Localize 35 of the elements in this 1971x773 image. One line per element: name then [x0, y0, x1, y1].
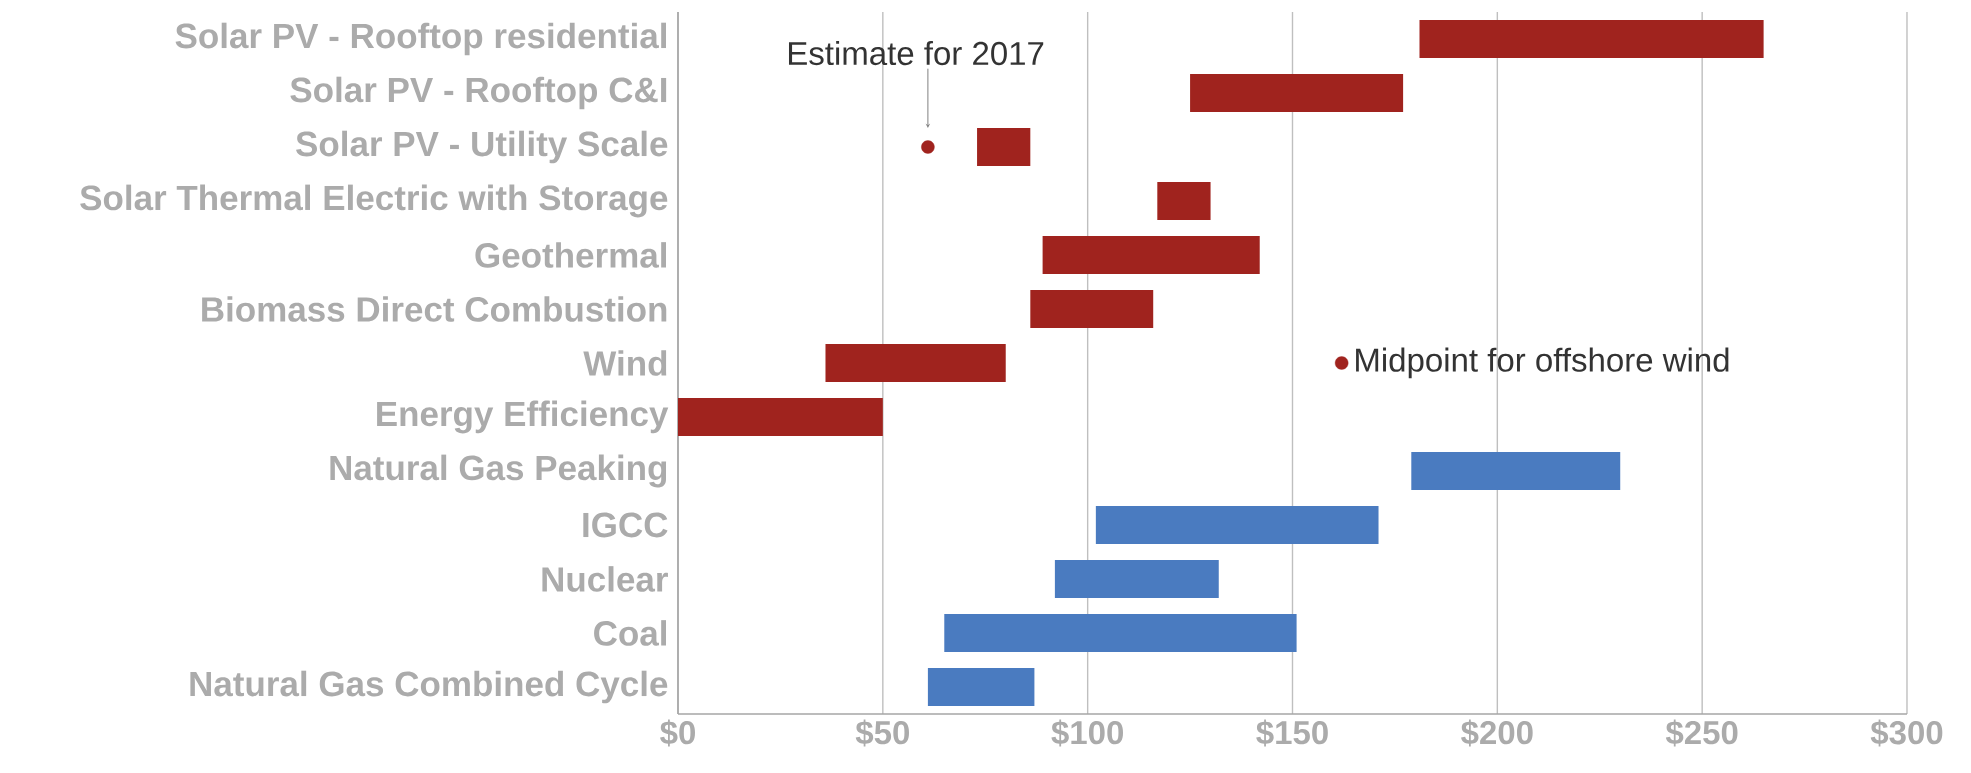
bar: [1190, 74, 1404, 112]
bar: [1095, 506, 1379, 544]
x-tick-label: $150: [1256, 719, 1328, 747]
x-tick-label: $0: [660, 719, 695, 747]
bar: [1411, 452, 1621, 490]
bar: [1419, 20, 1764, 58]
bar: [927, 668, 1035, 706]
bar: [1157, 182, 1211, 220]
annotation: Estimate for 2017: [788, 40, 1044, 66]
y-tick-label: Solar PV - Rooftop residential: [175, 22, 666, 56]
bar: [1054, 560, 1219, 598]
bar: [678, 398, 883, 436]
y-tick-label: Nuclear: [542, 566, 668, 592]
x-tick-label: $300: [1870, 719, 1943, 747]
y-tick-label: Wind: [583, 350, 667, 376]
bar: [1030, 290, 1154, 328]
y-tick-label: Natural Gas Combined Cycle: [190, 670, 668, 704]
y-tick-label: IGCC: [583, 512, 668, 538]
annotation: Midpoint for offshore wind: [1356, 347, 1729, 379]
bar: [825, 344, 1006, 382]
x-tick-label: $200: [1461, 719, 1533, 747]
x-tick-label: $250: [1665, 719, 1738, 747]
y-tick-label: Solar PV - Utility Scale: [296, 130, 668, 164]
y-tick-label: Biomass Direct Combustion: [202, 296, 667, 322]
y-tick-label: Energy Efficiency: [377, 400, 669, 434]
y-tick-label: Coal: [594, 620, 666, 646]
y-tick-label: Solar Thermal Electric with Storage: [80, 184, 668, 218]
y-tick-label: Natural Gas Peaking: [330, 454, 667, 488]
bar: [977, 128, 1031, 166]
x-tick-label: $100: [1051, 719, 1123, 747]
x-tick-label: $50: [855, 719, 909, 747]
y-tick-label: Geothermal: [475, 242, 666, 268]
y-tick-label: Solar PV - Rooftop C&I: [290, 76, 667, 110]
bar: [1042, 236, 1260, 274]
bar: [944, 614, 1297, 652]
